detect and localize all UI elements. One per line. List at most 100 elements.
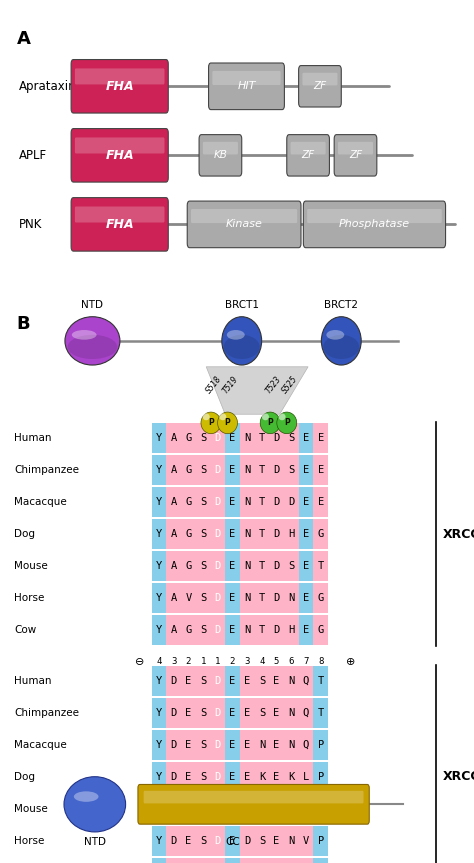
Bar <box>299 551 313 581</box>
Text: G: G <box>185 625 191 635</box>
Text: 6: 6 <box>289 658 294 666</box>
Text: 2: 2 <box>230 658 235 666</box>
Text: N: N <box>244 529 250 539</box>
Text: Y: Y <box>156 593 162 603</box>
Text: E: E <box>229 625 236 635</box>
Bar <box>313 730 328 760</box>
Bar <box>269 762 284 792</box>
Bar <box>181 424 196 453</box>
Text: D: D <box>215 529 221 539</box>
Text: D: D <box>171 803 177 814</box>
Bar <box>196 583 210 613</box>
Text: Y: Y <box>156 803 162 814</box>
Text: Phosphatase: Phosphatase <box>339 219 410 230</box>
FancyBboxPatch shape <box>187 201 301 248</box>
Bar <box>225 615 240 645</box>
Bar <box>152 826 166 856</box>
Text: N: N <box>244 497 250 507</box>
Text: D: D <box>215 835 221 846</box>
Bar <box>152 698 166 728</box>
Text: Kinase: Kinase <box>226 219 263 230</box>
FancyBboxPatch shape <box>71 129 168 182</box>
Bar <box>240 698 255 728</box>
Text: S: S <box>259 803 265 814</box>
Text: 5: 5 <box>274 658 279 666</box>
Bar <box>240 762 255 792</box>
Text: G: G <box>318 593 324 603</box>
Text: E: E <box>229 835 236 846</box>
FancyBboxPatch shape <box>212 71 281 85</box>
Bar <box>255 858 269 863</box>
Text: E: E <box>318 465 324 476</box>
Bar <box>255 666 269 696</box>
Text: S: S <box>200 433 206 444</box>
Bar <box>166 615 181 645</box>
Bar <box>299 858 313 863</box>
Bar <box>166 794 181 824</box>
Text: E: E <box>185 772 191 782</box>
Text: D: D <box>171 676 177 686</box>
Text: NTD: NTD <box>82 299 103 310</box>
Bar <box>269 730 284 760</box>
Text: D: D <box>215 772 221 782</box>
Text: S: S <box>200 561 206 571</box>
Text: Macacque: Macacque <box>14 740 67 750</box>
Bar <box>255 456 269 485</box>
Bar <box>196 666 210 696</box>
Text: E: E <box>303 561 309 571</box>
Text: E: E <box>318 433 324 444</box>
Text: 4: 4 <box>259 658 264 666</box>
Text: T: T <box>259 529 265 539</box>
Text: ⊖: ⊖ <box>135 657 145 667</box>
Bar <box>269 794 284 824</box>
Bar <box>181 615 196 645</box>
FancyBboxPatch shape <box>302 72 337 85</box>
Bar <box>255 583 269 613</box>
Text: D: D <box>273 625 280 635</box>
Bar <box>225 520 240 549</box>
Text: P: P <box>318 740 324 750</box>
Text: E: E <box>273 708 280 718</box>
Bar <box>152 666 166 696</box>
Bar <box>196 826 210 856</box>
Text: E: E <box>244 708 250 718</box>
Text: XRCC1: XRCC1 <box>443 527 474 541</box>
Bar <box>181 794 196 824</box>
Text: D: D <box>215 708 221 718</box>
Text: S: S <box>259 676 265 686</box>
Bar <box>210 698 225 728</box>
Text: S: S <box>200 740 206 750</box>
Bar <box>240 424 255 453</box>
Bar <box>269 858 284 863</box>
Text: E: E <box>229 803 236 814</box>
Bar <box>255 551 269 581</box>
Text: S525: S525 <box>281 375 300 395</box>
Bar <box>269 456 284 485</box>
Text: XRCC4: XRCC4 <box>443 771 474 784</box>
Bar <box>240 826 255 856</box>
Bar <box>225 551 240 581</box>
Bar <box>166 730 181 760</box>
Text: A: A <box>17 30 30 48</box>
Text: E: E <box>229 465 236 476</box>
Bar <box>152 858 166 863</box>
Text: D: D <box>215 433 221 444</box>
Text: D: D <box>215 465 221 476</box>
Bar <box>196 424 210 453</box>
Text: D: D <box>215 676 221 686</box>
Bar <box>166 551 181 581</box>
Text: N: N <box>259 740 265 750</box>
FancyBboxPatch shape <box>199 135 242 176</box>
Bar <box>181 583 196 613</box>
Text: E: E <box>303 497 309 507</box>
Text: A: A <box>171 625 177 635</box>
Text: D: D <box>215 625 221 635</box>
Text: E: E <box>244 740 250 750</box>
Text: T: T <box>259 465 265 476</box>
Text: Y: Y <box>156 835 162 846</box>
Text: E: E <box>229 433 236 444</box>
Bar <box>313 456 328 485</box>
Ellipse shape <box>326 330 344 340</box>
Text: CC: CC <box>225 837 240 847</box>
Bar <box>313 520 328 549</box>
